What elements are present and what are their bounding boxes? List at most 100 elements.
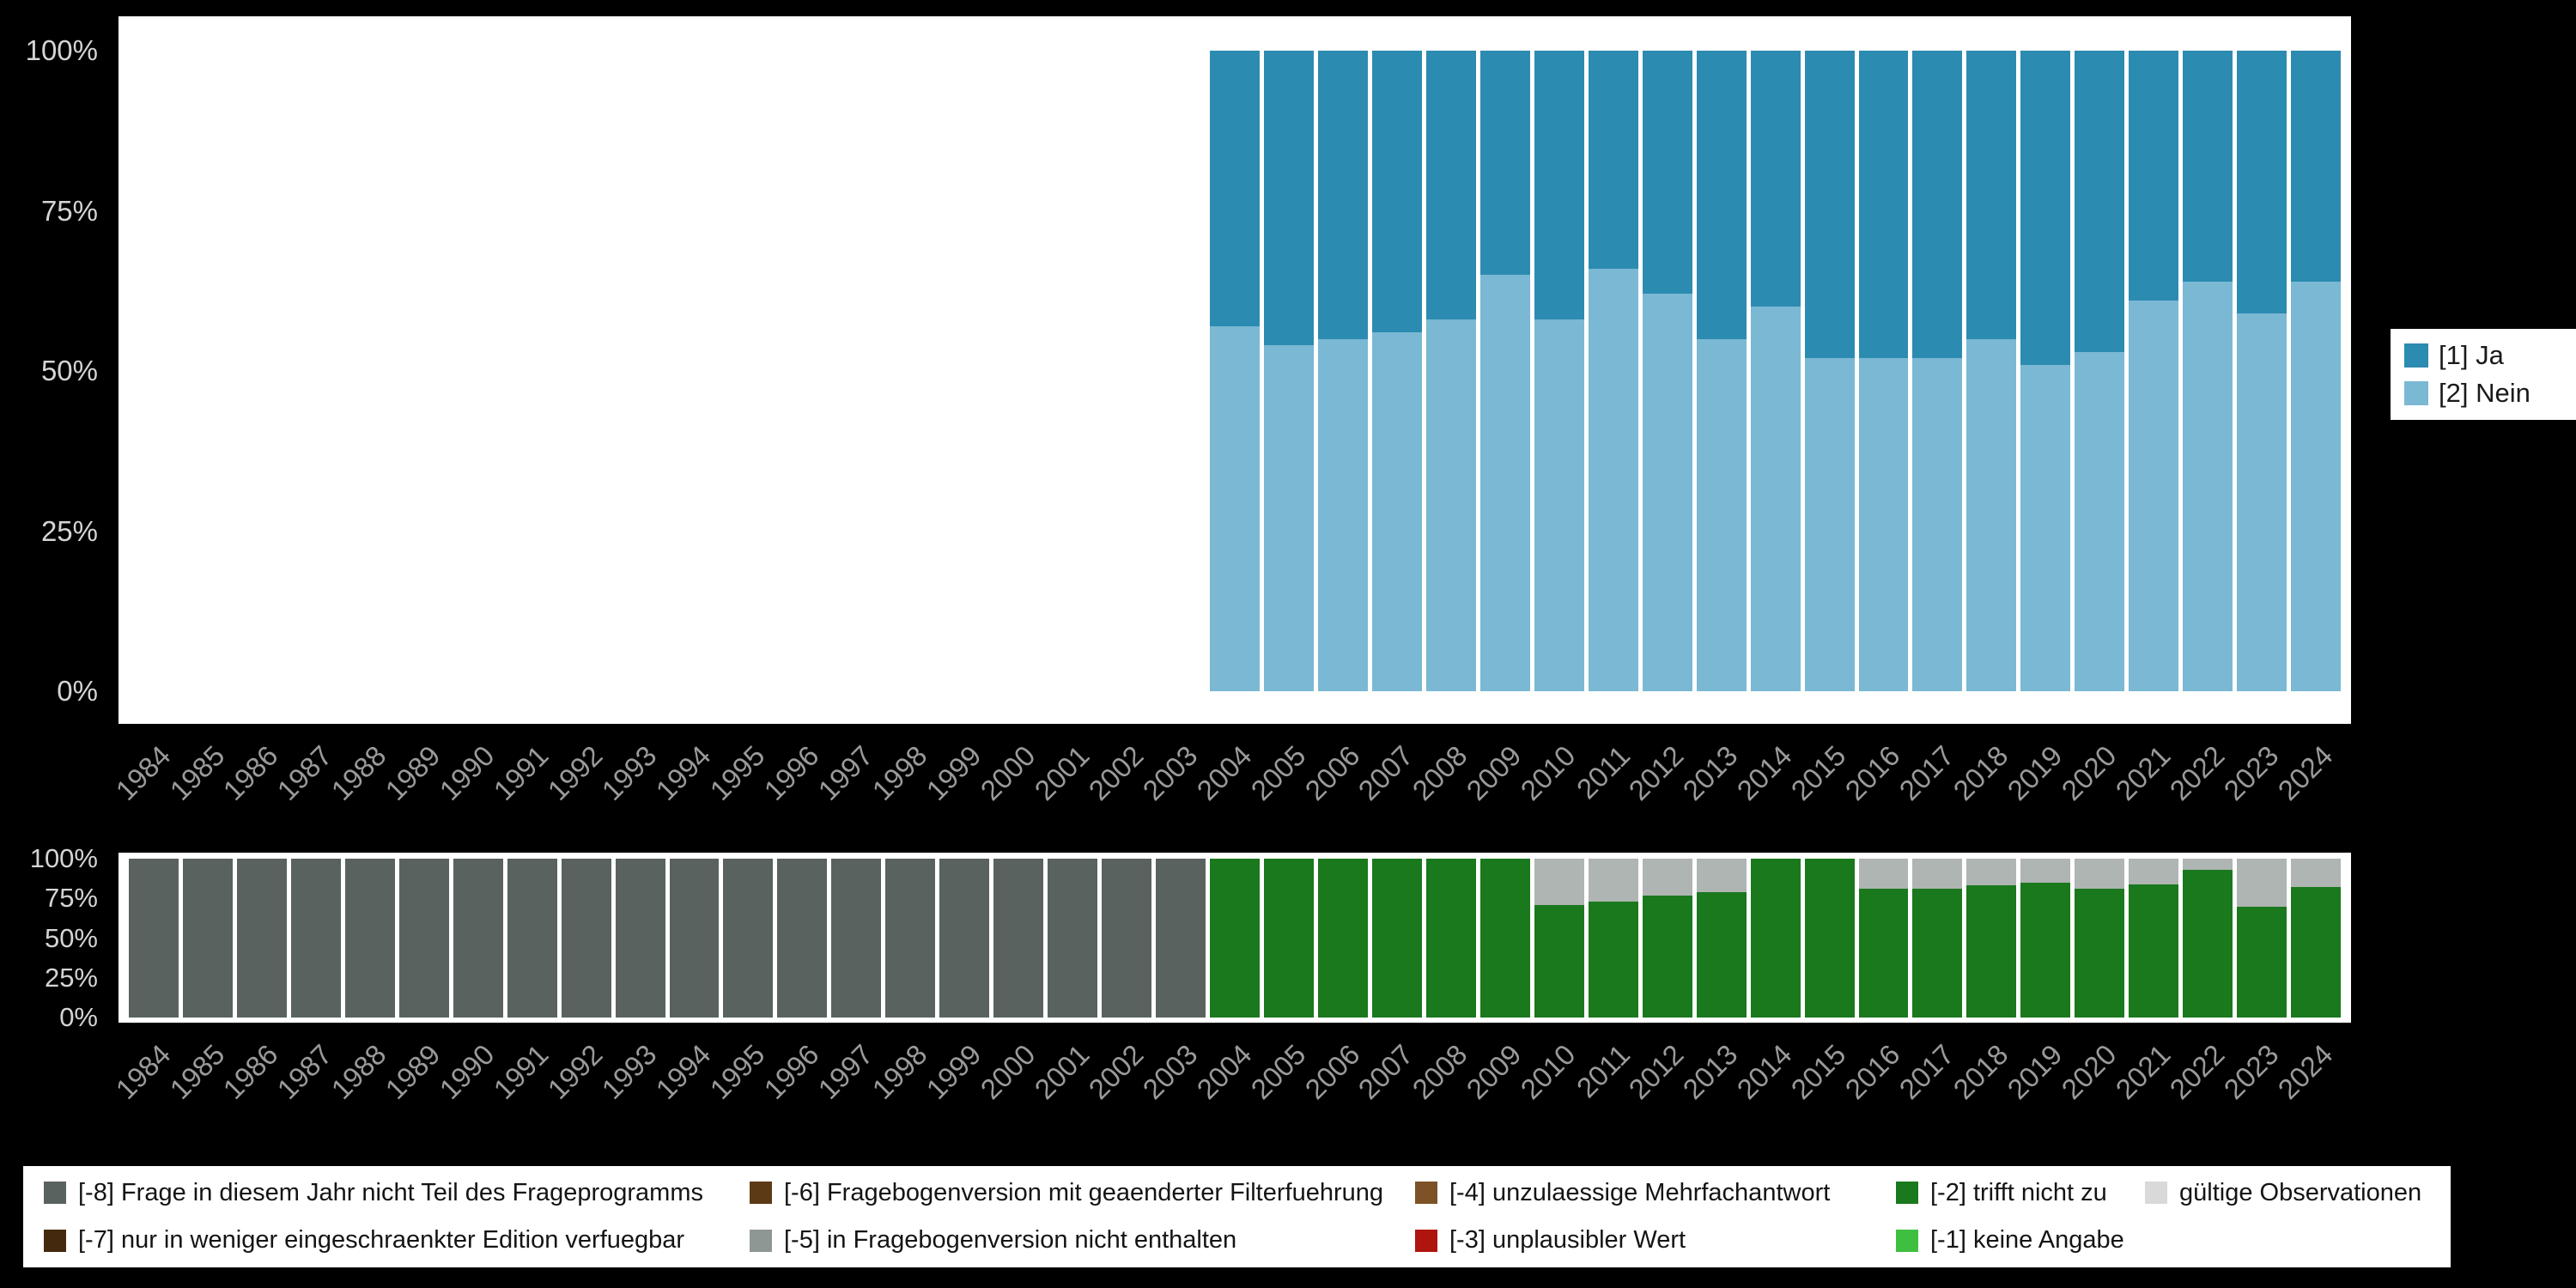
bar-segment <box>1912 358 1963 691</box>
bar-2019 <box>2020 51 2071 691</box>
bar-1988 <box>344 859 395 1018</box>
bar-1985 <box>182 859 233 1018</box>
bar-2015 <box>1804 51 1855 691</box>
legend-item-label: [-5] in Fragebogenversion nicht enthalte… <box>784 1226 1237 1255</box>
bar-segment <box>1534 904 1584 1018</box>
bar-1990 <box>453 51 503 691</box>
bar-segment <box>2129 859 2179 884</box>
bar-2021 <box>2129 51 2179 691</box>
bar-segment <box>398 859 449 1018</box>
bar-2007 <box>1371 51 1422 691</box>
bar-segment <box>1210 51 1261 326</box>
answer-distribution-legend: [1] Ja [2] Nein <box>2391 329 2576 420</box>
bar-2023 <box>2237 859 2287 1018</box>
bar-segment <box>2183 859 2233 870</box>
y-tick-label: 50% <box>44 922 98 953</box>
y-tick-label: 25% <box>44 962 98 993</box>
bar-segment <box>1750 307 1801 691</box>
bar-1986 <box>237 51 287 691</box>
bar-2006 <box>1317 859 1368 1018</box>
bar-segment <box>1534 319 1584 691</box>
bar-2022 <box>2183 859 2233 1018</box>
bar-segment <box>1534 51 1584 320</box>
bar-2022 <box>2183 51 2233 691</box>
bar-2016 <box>1858 859 1909 1018</box>
bar-segment <box>1371 332 1422 691</box>
bar-2006 <box>1317 51 1368 691</box>
y-tick-label: 50% <box>40 355 98 386</box>
bar-segment <box>2291 281 2342 691</box>
bar-segment <box>182 859 233 1018</box>
missings-x-axis: 1984 1985 1986 1987 1988 1989 1990 1991 1992 1993… <box>109 1030 2341 1131</box>
bar-2013 <box>1696 859 1747 1018</box>
bar-2005 <box>1264 859 1314 1018</box>
bar-segment <box>2129 884 2179 1018</box>
legend-item: [-5] in Fragebogenversion nicht enthalte… <box>750 1226 1415 1255</box>
bar-segment <box>2183 869 2233 1018</box>
bar-segment <box>2237 313 2287 691</box>
bar-segment <box>1804 859 1855 1018</box>
bar-1999 <box>939 859 990 1018</box>
legend-item-label: [-8] Frage in diesem Jahr nicht Teil des… <box>78 1178 703 1206</box>
bar-1986 <box>236 859 287 1018</box>
legend-color-swatch <box>2404 381 2428 405</box>
bar-segment <box>1750 51 1801 307</box>
bar-2012 <box>1642 51 1692 691</box>
bar-2017 <box>1912 51 1963 691</box>
bar-segment <box>1696 51 1747 339</box>
bar-segment <box>1696 891 1747 1018</box>
legend-item-label: [-1] keine Angabe <box>1930 1226 2124 1255</box>
bar-segment <box>2075 889 2125 1018</box>
bar-1992 <box>561 859 611 1018</box>
bar-segment <box>2129 300 2179 691</box>
bar-1996 <box>777 51 827 691</box>
bar-segment <box>1642 859 1692 896</box>
legend-item: [1] Ja <box>2404 340 2576 371</box>
bar-segment <box>1479 275 1530 691</box>
bar-segment <box>669 859 720 1018</box>
bar-2018 <box>1966 859 2017 1018</box>
bar-1994 <box>670 51 720 691</box>
bar-segment <box>2237 859 2287 907</box>
bar-segment <box>2020 882 2071 1018</box>
bar-2008 <box>1425 859 1476 1018</box>
bar-2010 <box>1534 51 1584 691</box>
bar-1996 <box>777 859 828 1018</box>
bar-2010 <box>1534 859 1584 1018</box>
legend-color-swatch <box>1896 1182 1918 1205</box>
bar-segment <box>1804 358 1855 691</box>
bar-segment <box>1102 859 1152 1018</box>
legend-item-label: [2] Nein <box>2439 378 2530 408</box>
bar-2001 <box>1048 51 1097 691</box>
x-tick-label: 1984 <box>109 739 177 807</box>
bar-1991 <box>507 859 557 1018</box>
y-tick-label: 25% <box>40 514 98 547</box>
bar-segment <box>1966 885 2017 1018</box>
legend-color-swatch <box>2404 343 2428 368</box>
bar-1998 <box>885 51 935 691</box>
y-tick-label: 0% <box>59 1002 98 1032</box>
bar-1987 <box>291 51 341 691</box>
bar-segment <box>236 859 287 1018</box>
bar-2020 <box>2075 51 2125 691</box>
bar-segment <box>1048 859 1098 1018</box>
bar-2021 <box>2129 859 2179 1018</box>
bar-segment <box>2291 887 2342 1018</box>
bar-segment <box>1858 51 1909 359</box>
y-tick-label: 0% <box>57 675 98 707</box>
bar-2024 <box>2291 859 2342 1018</box>
bar-2017 <box>1912 859 1963 1018</box>
bar-1995 <box>723 859 774 1018</box>
bar-2009 <box>1479 51 1530 691</box>
legend-item-label: gültige Observationen <box>2179 1178 2422 1206</box>
answer-distribution-plot <box>129 51 2342 691</box>
bar-2024 <box>2291 51 2342 691</box>
legend-color-swatch <box>750 1182 772 1205</box>
bar-segment <box>1264 859 1314 1018</box>
bar-segment <box>1966 859 2017 886</box>
bar-segment <box>2291 859 2342 888</box>
answer-distribution-panel <box>118 16 2351 724</box>
answer-distribution-x-axis: 1984 1985 1986 1987 1988 1989 1990 1991 1992 1993… <box>109 731 2341 832</box>
bar-2008 <box>1425 51 1476 691</box>
